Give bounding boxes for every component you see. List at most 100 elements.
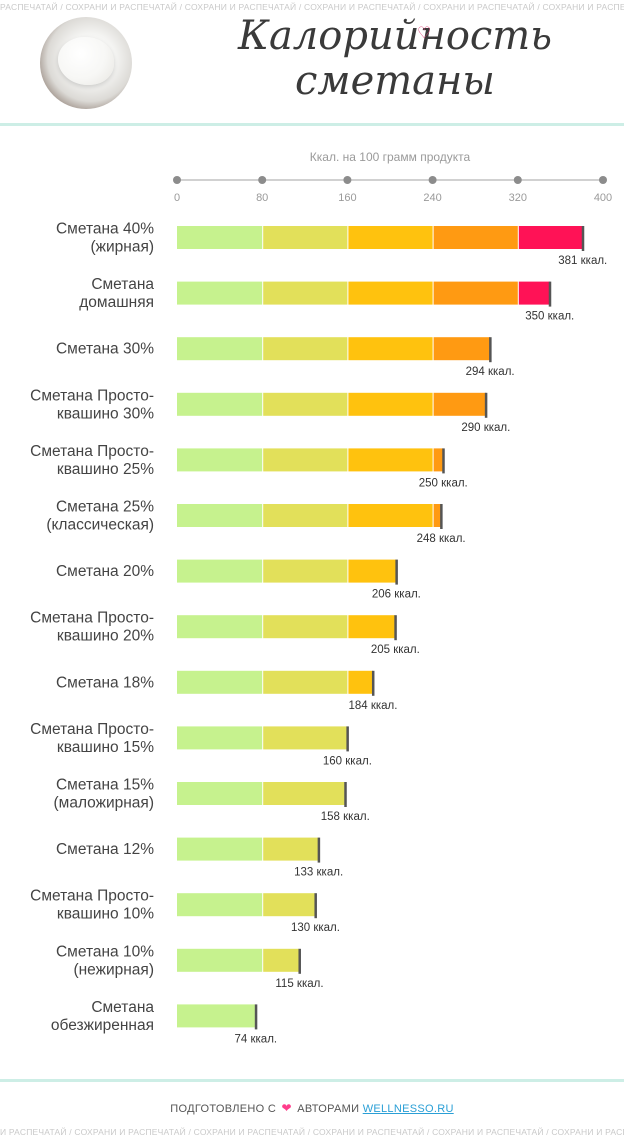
heart-icon: ♡: [417, 23, 432, 42]
axis-tick-label: 160: [338, 192, 356, 204]
value-label: 184 ккал.: [348, 700, 397, 712]
bar-end-marker: [440, 504, 443, 529]
category-label: обезжиренная: [51, 1017, 154, 1034]
bar-segment: [177, 615, 263, 639]
value-label: 160 ккал.: [323, 755, 372, 767]
footer-credit: ПОДГОТОВЛЕНО С ❤ АВТОРАМИ WELLNESSO.RU: [0, 1101, 624, 1115]
footer-prefix: ПОДГОТОВЛЕНО С: [170, 1103, 277, 1115]
axis-tick-dot: [428, 176, 437, 184]
category-label: Сметана: [91, 276, 154, 293]
bar-end-marker: [344, 782, 347, 807]
cream-dollop: [58, 37, 114, 85]
bar-segment: [177, 281, 263, 305]
axis-tick-dot: [258, 176, 267, 184]
bar-segment: [177, 782, 263, 805]
category-label: квашино 20%: [57, 628, 154, 645]
bar-end-marker: [484, 392, 488, 418]
bar-segment: [177, 392, 263, 416]
bar-segment: [433, 337, 491, 361]
bar-segment: [348, 504, 433, 527]
bar-segment: [263, 504, 348, 527]
category-label: Сметана Просто-: [30, 387, 154, 404]
bar-segment: [263, 559, 348, 583]
bar-segment: [348, 670, 373, 694]
value-label: 205 ккал.: [371, 644, 420, 656]
bar-segment: [177, 726, 263, 750]
bar-segment: [433, 448, 444, 472]
bar-segment: [263, 281, 348, 305]
bar-segment: [263, 392, 348, 416]
footer-divider: [0, 1079, 624, 1082]
bar-end-marker: [314, 893, 317, 919]
category-label: (классическая): [46, 517, 154, 534]
axis-tick-dot: [599, 176, 607, 184]
bar-segment: [177, 337, 263, 361]
category-label: Сметана 30%: [56, 341, 154, 358]
category-label: Сметана 18%: [56, 674, 154, 691]
bar-segment: [263, 782, 346, 805]
bar-end-marker: [394, 615, 397, 641]
bar-end-marker: [298, 948, 301, 974]
category-label: (маложирная): [54, 795, 155, 812]
category-label: Сметана 25%: [56, 499, 154, 516]
bar-segment: [177, 226, 263, 249]
value-label: 130 ккал.: [291, 922, 340, 934]
bar-segment: [348, 337, 433, 361]
category-label: Сметана 10%: [56, 943, 154, 960]
calorie-chart: Ккал. на 100 грамм продукта 0 80 160 240 320 4…: [30, 150, 612, 1045]
category-label: Сметана Просто-: [30, 443, 154, 460]
axis-caption: Ккал. на 100 грамм продукта: [310, 150, 471, 164]
category-label: Сметана Просто-: [30, 888, 154, 905]
header-divider: [0, 123, 624, 126]
wellnesso-link[interactable]: WELLNESSO.RU: [362, 1103, 454, 1115]
bar-end-marker: [254, 1004, 258, 1030]
bar-segment: [177, 893, 263, 917]
bar-segment: [263, 448, 348, 472]
category-label: квашино 30%: [57, 405, 154, 422]
bar-segment: [433, 226, 518, 249]
category-label: (жирная): [90, 239, 154, 256]
bar-segment: [263, 615, 348, 639]
category-label: домашняя: [79, 294, 154, 311]
category-label: Сметана 20%: [56, 563, 154, 580]
axis-tick-label: 400: [594, 192, 612, 204]
category-label: Сметана Просто-: [30, 721, 154, 738]
bar-segment: [263, 670, 348, 694]
category-label: квашино 15%: [57, 739, 154, 756]
bar-segment: [177, 837, 263, 861]
bar-segment: [433, 504, 442, 527]
value-label: 350 ккал.: [525, 311, 574, 323]
bar-segment: [433, 281, 518, 305]
category-label: Сметана 12%: [56, 841, 154, 858]
bar-end-marker: [548, 281, 552, 307]
value-label: 74 ккал.: [235, 1033, 278, 1045]
bar-segment: [177, 670, 263, 694]
bar-end-marker: [371, 670, 375, 696]
value-label: 248 ккал.: [417, 533, 466, 545]
category-label: (нежирная): [73, 961, 154, 978]
axis-tick-dot: [173, 176, 181, 184]
bar-segment: [433, 392, 486, 416]
value-label: 115 ккал.: [275, 978, 323, 990]
bar-segment: [263, 893, 316, 917]
bar-end-marker: [317, 837, 321, 863]
category-label: Сметана: [91, 999, 154, 1016]
bar-segment: [177, 559, 263, 583]
category-label: Сметана 40%: [56, 221, 154, 238]
bar-segment: [348, 226, 433, 249]
title-line-2: сметаны: [295, 58, 495, 104]
value-label: 290 ккал.: [461, 422, 510, 434]
bar-segment: [348, 448, 433, 472]
axis-tick-dot: [343, 176, 352, 184]
bar-segment: [177, 504, 263, 527]
watermark-bottom: И РАСПЕЧАТАЙ / СОХРАНИ И РАСПЕЧАТАЙ / СО…: [0, 1127, 624, 1137]
bar-segment: [263, 948, 300, 972]
bar-segment: [177, 948, 263, 972]
title-line-1: Калорийность: [237, 13, 553, 59]
axis-tick-label: 0: [174, 192, 180, 204]
category-label: квашино 25%: [57, 461, 154, 478]
axis-tick-label: 320: [509, 192, 527, 204]
category-label: Сметана Просто-: [30, 610, 154, 627]
bar-end-marker: [346, 726, 349, 752]
axis-tick-dot: [513, 176, 522, 184]
